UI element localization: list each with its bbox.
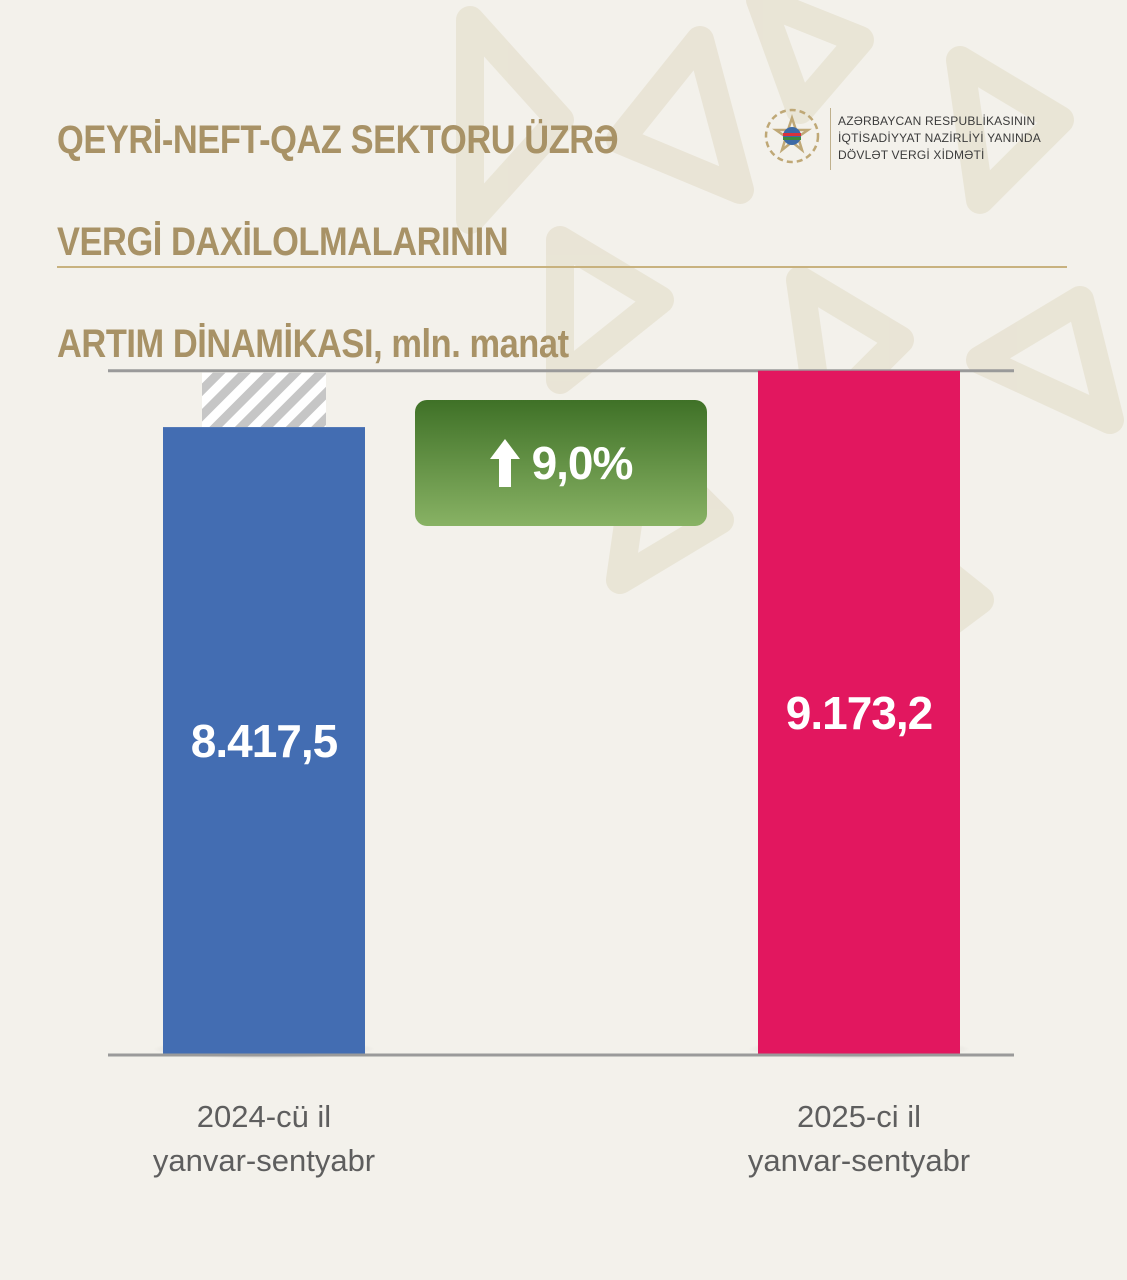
organization-name-line-2: İQTİSADİYYAT NAZİRLİYİ YANINDA bbox=[838, 131, 1041, 145]
organization-name: AZƏRBAYCAN RESPUBLİKASININ İQTİSADİYYAT … bbox=[838, 113, 1041, 164]
category-label-2024-line-2: yanvar-sentyabr bbox=[152, 1143, 376, 1178]
chart-title: QEYRİ-NEFT-QAZ SEKTORU ÜZRƏ VERGİ DAXİLO… bbox=[57, 64, 619, 421]
growth-badge: 9,0% bbox=[415, 400, 707, 526]
bar-2025-value-label: 9.173,2 bbox=[786, 687, 932, 739]
bar-2025 bbox=[758, 370, 960, 1055]
category-label-2024-line-1: 2024-cü il bbox=[196, 1099, 332, 1134]
organization-logo: AZƏRBAYCAN RESPUBLİKASININ İQTİSADİYYAT … bbox=[760, 104, 1080, 174]
state-emblem-icon bbox=[764, 108, 820, 164]
organization-name-line-1: AZƏRBAYCAN RESPUBLİKASININ bbox=[838, 114, 1036, 128]
growth-percent: 9,0% bbox=[531, 437, 634, 489]
category-label-2025-line-1: 2025-ci il bbox=[796, 1099, 922, 1134]
title-divider bbox=[57, 266, 1067, 268]
organization-name-line-3: DÖVLƏT VERGİ XİDMƏTİ bbox=[838, 148, 985, 162]
bar-2024 bbox=[163, 427, 365, 1056]
arrow-up-icon bbox=[489, 439, 520, 487]
growth-gap-hatch bbox=[202, 372, 326, 428]
category-label-2025: 2025-ci il yanvar-sentyabr bbox=[679, 1095, 1039, 1183]
category-label-2025-line-2: yanvar-sentyabr bbox=[747, 1143, 971, 1178]
title-line-1: QEYRİ-NEFT-QAZ SEKTORU ÜZRƏ bbox=[57, 118, 619, 162]
category-label-2024: 2024-cü il yanvar-sentyabr bbox=[84, 1095, 444, 1183]
title-line-2: VERGİ DAXİLOLMALARININ bbox=[57, 220, 509, 264]
logo-divider bbox=[830, 108, 831, 170]
bar-2024-value-label: 8.417,5 bbox=[191, 715, 338, 767]
title-line-3: ARTIM DİNAMİKASI, mln. manat bbox=[57, 322, 569, 366]
